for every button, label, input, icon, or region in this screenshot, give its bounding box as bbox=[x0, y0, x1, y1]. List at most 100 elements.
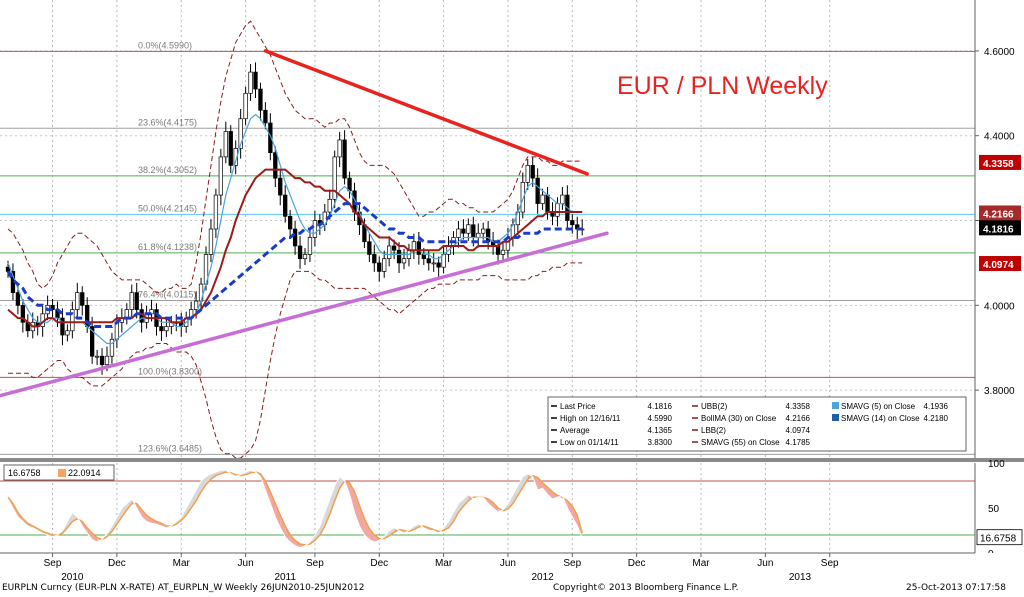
x-axis-month-label: Mar bbox=[173, 558, 191, 569]
candle-body bbox=[238, 118, 243, 149]
x-axis-month-label: Dec bbox=[108, 558, 126, 569]
legend-item-value: 4.1936 bbox=[924, 402, 949, 411]
fib-level-label: 38.2%(4.3052) bbox=[138, 165, 197, 175]
osc-fill-segment bbox=[547, 487, 553, 499]
candle-body bbox=[20, 304, 25, 323]
x-axis-month-label: Sep bbox=[306, 558, 324, 569]
osc-fill-segment bbox=[116, 508, 122, 525]
candle-body bbox=[411, 241, 417, 251]
candle-body bbox=[297, 245, 303, 260]
x-axis-year-label: 2010 bbox=[61, 572, 84, 583]
osc-fill-segment bbox=[270, 491, 276, 517]
candle-body bbox=[461, 228, 466, 234]
candle-body bbox=[80, 292, 85, 306]
legend-item-value: 4.3358 bbox=[786, 402, 811, 411]
osc-last-label-text: 16.6758 bbox=[980, 534, 1017, 545]
x-axis-month-label: Mar bbox=[435, 558, 453, 569]
candle-body bbox=[307, 237, 313, 255]
candle-body bbox=[288, 215, 293, 230]
osc-fill-segment bbox=[493, 502, 499, 513]
osc-fill-segment bbox=[319, 512, 325, 535]
candle-body bbox=[545, 194, 550, 213]
candle-body bbox=[471, 224, 476, 238]
legend-item-value: 4.1365 bbox=[648, 426, 673, 435]
price-series-layer: 0.0%(4.5990) 23.6%(4.4175) 38.2%(4.3052) 50… bbox=[0, 20, 975, 459]
x-axis-year-label: 2013 bbox=[789, 572, 812, 583]
candle-body bbox=[193, 300, 199, 310]
footer-copyright: Copyright© 2013 Bloomberg Finance L.P. bbox=[553, 583, 739, 593]
candle-body bbox=[401, 258, 407, 264]
x-axis-month-label: Jun bbox=[238, 558, 254, 569]
price-axis-tick-label: 3.8000 bbox=[984, 386, 1015, 397]
osc-fill-segment bbox=[517, 476, 523, 496]
price-axis: 4.60004.40004.20004.00003.80004.33584.21… bbox=[974, 0, 1021, 458]
osc-fill-segment bbox=[567, 500, 573, 517]
price-grid bbox=[0, 0, 975, 553]
candle-body bbox=[391, 245, 397, 251]
candle-body bbox=[253, 71, 258, 90]
x-axis-month-label: Sep bbox=[563, 558, 581, 569]
osc-fill-segment bbox=[488, 499, 494, 508]
candle-body bbox=[530, 165, 535, 179]
legend-item-value: 3.8300 bbox=[648, 438, 673, 447]
candle-body bbox=[387, 245, 392, 260]
candle-body bbox=[426, 258, 431, 264]
osc-fill-segment bbox=[82, 521, 88, 534]
candle-body bbox=[555, 203, 560, 217]
candle-body bbox=[495, 245, 501, 255]
price-axis-tick-label: 4.4000 bbox=[984, 132, 1015, 143]
osc-legend-value: 16.6758 bbox=[8, 468, 41, 478]
candle-body bbox=[560, 194, 565, 204]
legend-item-label: Low on 01/14/11 bbox=[560, 438, 619, 447]
legend-item-label: Average bbox=[560, 426, 590, 435]
legend-item-label: UBB(2) bbox=[701, 402, 728, 411]
x-axis-month-label: Sep bbox=[821, 558, 839, 569]
osc-last-label-box bbox=[976, 529, 1023, 546]
candle-body bbox=[441, 254, 446, 268]
candle-body bbox=[436, 262, 441, 268]
price-label-box bbox=[979, 205, 1021, 221]
osc-fill-segment bbox=[453, 503, 459, 522]
candle-body bbox=[466, 224, 471, 234]
osc-fill-segment bbox=[334, 476, 340, 501]
legend-item-label: LBB(2) bbox=[701, 426, 726, 435]
osc-fill-segment bbox=[364, 518, 370, 540]
candle-body bbox=[223, 131, 228, 158]
candle-body bbox=[332, 156, 337, 200]
x-axis: Sep Dec Mar Jun Sep Dec Mar Jun Sep Dec Mar Jun Sep 2… bbox=[0, 552, 1024, 597]
legend-item-value: 4.0974 bbox=[786, 426, 811, 435]
candle-body bbox=[228, 131, 233, 166]
candle-body bbox=[15, 292, 21, 306]
candle-body bbox=[213, 194, 219, 230]
candle-body bbox=[278, 177, 283, 196]
legend-item-value: 4.5990 bbox=[648, 414, 673, 423]
candle-body bbox=[302, 254, 308, 260]
osc-fill-segment bbox=[572, 506, 578, 526]
candle-body bbox=[292, 228, 298, 247]
osc-fill-segment bbox=[314, 526, 320, 541]
candle-body bbox=[273, 152, 278, 179]
price-label-box bbox=[979, 256, 1021, 272]
candle-body bbox=[149, 309, 154, 315]
osc-fill-segment bbox=[280, 515, 286, 537]
price-axis-tick-label: 4.6000 bbox=[984, 47, 1015, 58]
bollinger-upper-line bbox=[7, 20, 583, 294]
price-label-text: 4.1816 bbox=[983, 224, 1014, 235]
x-axis-month-label: Dec bbox=[370, 558, 388, 569]
candle-body bbox=[486, 228, 491, 243]
x-axis-background bbox=[0, 553, 1024, 597]
legend-swatch bbox=[832, 414, 839, 421]
fib-level-label: 0.0%(4.5990) bbox=[138, 40, 192, 50]
osc-fill-segment bbox=[206, 473, 211, 485]
candle-body bbox=[327, 198, 332, 213]
legend-item-label: Last Price bbox=[560, 402, 596, 411]
candle-body bbox=[89, 326, 95, 357]
candle-body bbox=[75, 292, 80, 310]
candle-body bbox=[367, 241, 372, 255]
osc-fill-segment bbox=[324, 499, 330, 526]
legend-item-value: 4.1785 bbox=[786, 438, 811, 447]
candle-body bbox=[525, 165, 530, 183]
x-axis-year-label: 2012 bbox=[531, 572, 554, 583]
osc-fill-segment bbox=[265, 481, 271, 504]
legend-box: Last Price 4.1816 High on 12/16/11 4.5990 Av… bbox=[547, 396, 967, 452]
